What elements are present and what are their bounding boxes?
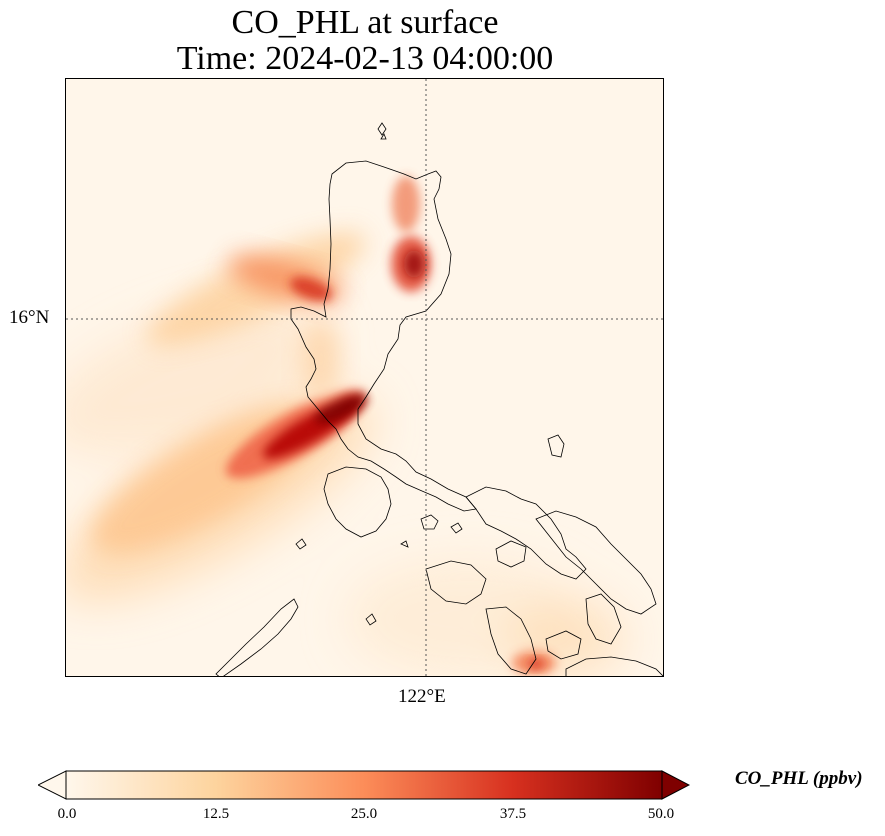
lon-tick-label: 122°E bbox=[398, 686, 446, 707]
masbate-coastline bbox=[495, 540, 527, 568]
panay-coastline bbox=[425, 560, 487, 605]
mindoro-coastline bbox=[323, 466, 392, 538]
colorbar-extend-max bbox=[661, 770, 690, 800]
colorbar-extend-min bbox=[38, 770, 67, 800]
coastlines bbox=[215, 122, 663, 676]
colorbar-gradient bbox=[65, 770, 663, 800]
colorbar-tick-2: 25.0 bbox=[350, 806, 378, 822]
bohol-coastline bbox=[545, 630, 582, 660]
map-title: CO_PHL at surface bbox=[231, 4, 499, 41]
samar-coastline bbox=[535, 510, 657, 615]
lat-tick-label: 16°N bbox=[9, 307, 50, 328]
leyte-coastline bbox=[585, 593, 622, 645]
map-time: Time: 2024-02-13 04:00:00 bbox=[176, 40, 554, 77]
island-north-1 bbox=[377, 122, 387, 136]
island-west-3 bbox=[400, 540, 409, 548]
palawan-coastline bbox=[215, 598, 299, 676]
island-west-2 bbox=[365, 613, 377, 626]
island-west-4 bbox=[450, 522, 463, 534]
marinduque-coastline bbox=[420, 514, 439, 530]
mindanao-coastline bbox=[565, 656, 663, 676]
map-panel bbox=[65, 78, 664, 677]
colorbar-tick-1: 12.5 bbox=[202, 806, 230, 822]
negros-cebu-coastline bbox=[485, 606, 537, 675]
island-north-2 bbox=[380, 133, 387, 140]
catanduanes-coastline bbox=[547, 434, 565, 458]
plume-south bbox=[91, 319, 367, 553]
bicol-coastline bbox=[465, 486, 587, 580]
plume-north bbox=[146, 176, 431, 346]
colorbar-tick-4: 50.0 bbox=[647, 806, 675, 822]
island-west-1 bbox=[295, 538, 307, 550]
colorbar bbox=[38, 770, 690, 800]
concentration-map bbox=[66, 79, 663, 676]
colorbar-tick-0: 0.0 bbox=[57, 806, 77, 822]
plume-southeast bbox=[512, 651, 556, 675]
colorbar-label: CO_PHL (ppbv) bbox=[735, 768, 863, 789]
colorbar-tick-3: 37.5 bbox=[499, 806, 527, 822]
